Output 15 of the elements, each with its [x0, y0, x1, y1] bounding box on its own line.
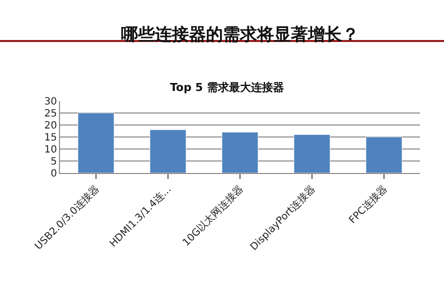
bar	[222, 132, 258, 173]
y-tick-label: 15	[44, 132, 57, 144]
bar	[366, 136, 402, 173]
y-tick-label: 25	[44, 108, 57, 120]
bar	[78, 112, 114, 173]
y-tick-label: 10	[44, 144, 57, 156]
bar	[294, 134, 330, 173]
y-tick-label: 5	[50, 156, 57, 168]
y-tick-label: 20	[44, 120, 57, 132]
chart-subtitle: Top 5 需求最大连接器	[170, 81, 284, 94]
x-tick-label: FPC连接器	[346, 183, 390, 226]
y-tick-label: 0	[50, 168, 57, 180]
y-tick-label: 30	[44, 96, 57, 108]
chart-title: 哪些连接器的需求将显著增长？	[121, 25, 359, 45]
bar	[150, 130, 186, 173]
